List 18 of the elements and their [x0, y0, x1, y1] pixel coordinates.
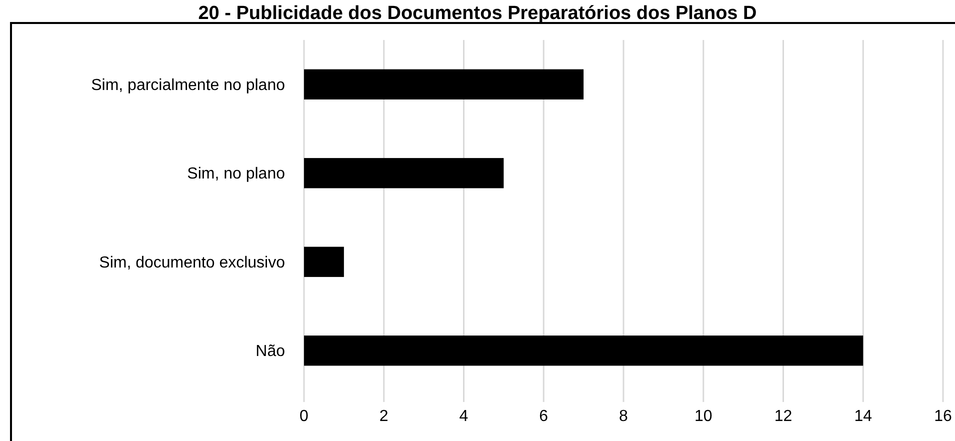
chart-title: 20 - Publicidade dos Documentos Preparatórios dos Planos D [198, 3, 757, 24]
x-tick-label: 4 [459, 408, 468, 425]
y-tick-label: Sim, documento exclusivo [99, 254, 286, 272]
x-tick-label: 6 [539, 408, 548, 425]
bar [304, 69, 584, 100]
bar [304, 246, 344, 277]
y-tick-label: Sim, parcialmente no plano [91, 76, 286, 94]
y-tick-label: Não [256, 343, 286, 360]
x-tick-label: 2 [379, 408, 388, 425]
x-tick-label: 10 [694, 408, 712, 425]
y-tick-label: Sim, no plano [187, 166, 286, 183]
bar [304, 158, 504, 188]
x-tick-label: 8 [619, 408, 628, 425]
x-tick-label: 14 [854, 408, 872, 425]
x-tick-label: 12 [774, 408, 792, 425]
x-tick-label: 0 [300, 408, 309, 425]
bar [304, 336, 864, 366]
x-tick-label: 16 [934, 408, 952, 425]
